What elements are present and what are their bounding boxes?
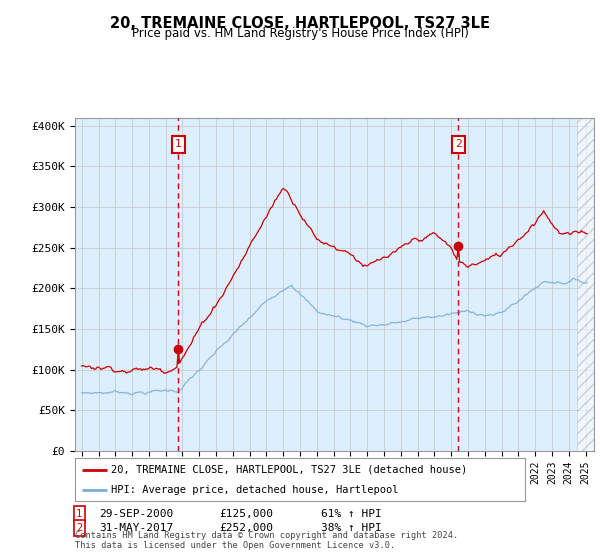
Text: 29-SEP-2000: 29-SEP-2000 [99,508,173,519]
Text: Contains HM Land Registry data © Crown copyright and database right 2024.
This d: Contains HM Land Registry data © Crown c… [75,530,458,550]
Text: 1: 1 [76,508,82,519]
Text: Price paid vs. HM Land Registry's House Price Index (HPI): Price paid vs. HM Land Registry's House … [131,27,469,40]
Bar [178,118,458,451]
Text: 2: 2 [76,523,82,533]
Text: 2: 2 [455,139,461,150]
Bar [577,118,594,451]
Text: 1: 1 [175,139,182,150]
Text: 31-MAY-2017: 31-MAY-2017 [99,523,173,533]
Text: HPI: Average price, detached house, Hartlepool: HPI: Average price, detached house, Hart… [111,486,398,495]
Text: 61% ↑ HPI: 61% ↑ HPI [321,508,382,519]
Text: 20, TREMAINE CLOSE, HARTLEPOOL, TS27 3LE: 20, TREMAINE CLOSE, HARTLEPOOL, TS27 3LE [110,16,490,31]
Text: 20, TREMAINE CLOSE, HARTLEPOOL, TS27 3LE (detached house): 20, TREMAINE CLOSE, HARTLEPOOL, TS27 3LE… [111,465,467,475]
Text: £252,000: £252,000 [219,523,273,533]
Text: £125,000: £125,000 [219,508,273,519]
Text: 38% ↑ HPI: 38% ↑ HPI [321,523,382,533]
